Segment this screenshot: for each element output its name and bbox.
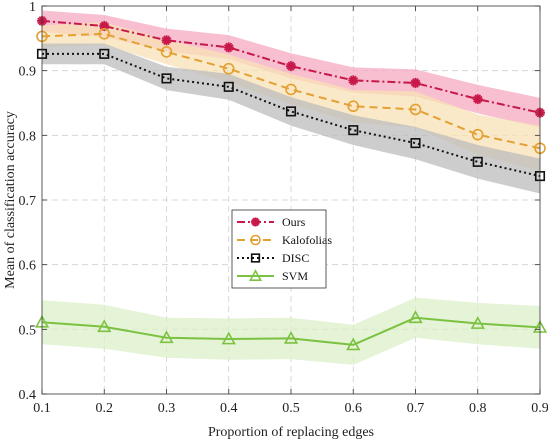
- point-svm: [221, 331, 236, 345]
- y-axis-ticks: 0.4 0.5 0.6 0.7 0.8 0.9 1: [19, 0, 540, 403]
- point-svm: [346, 337, 361, 351]
- x-tick-label: 0.5: [282, 401, 300, 416]
- legend: Ours Kalofolias DISC SVM: [231, 209, 332, 289]
- y-axis-label: Mean of classification accuracy: [3, 111, 18, 289]
- legend-label-svm: SVM: [282, 269, 308, 283]
- x-tick-label: 0.9: [531, 401, 548, 416]
- x-tick-label: 0.3: [158, 401, 176, 416]
- x-axis-ticks: 0.1 0.2 0.3 0.4 0.5 0.6 0.7 0.8 0.9: [33, 6, 548, 416]
- legend-label-ours: Ours: [282, 215, 306, 229]
- series-lines: [41, 19, 541, 346]
- point-svm: [159, 330, 174, 344]
- legend-marker-kalofolias: [250, 234, 261, 246]
- y-tick-label: 0.6: [19, 259, 37, 274]
- line-kalofolias: [41, 32, 541, 150]
- point-disc: [348, 125, 359, 136]
- point-disc: [161, 73, 172, 84]
- point-svm: [97, 319, 112, 333]
- point-kalofolias: [471, 128, 484, 141]
- point-disc: [223, 81, 234, 92]
- point-disc: [410, 138, 421, 149]
- y-tick-label: 1: [29, 0, 36, 15]
- x-tick-label: 0.8: [469, 401, 487, 416]
- legend-label-kalofolias: Kalofolias: [282, 233, 332, 247]
- y-tick-label: 0.8: [19, 129, 37, 144]
- point-ours: [348, 75, 359, 86]
- point-kalofolias: [222, 62, 235, 75]
- point-ours: [223, 42, 234, 53]
- point-kalofolias: [285, 83, 297, 96]
- legend-marker-disc: [250, 253, 261, 263]
- legend-marker-ours: [251, 217, 260, 227]
- y-tick-label: 0.7: [19, 194, 37, 209]
- y-tick-label: 0.4: [19, 388, 37, 403]
- legend-item-disc: DISC: [237, 251, 309, 265]
- x-tick-label: 0.4: [220, 401, 238, 416]
- point-disc: [472, 156, 483, 167]
- legend-label-disc: DISC: [282, 251, 309, 265]
- x-tick-label: 0.1: [33, 401, 51, 416]
- point-ours: [472, 94, 483, 105]
- line-ours: [41, 19, 541, 114]
- point-ours: [286, 61, 296, 72]
- point-kalofolias: [160, 46, 173, 58]
- legend-item-ours: Ours: [237, 215, 306, 229]
- point-svm: [470, 316, 485, 329]
- point-ours: [410, 77, 421, 88]
- point-disc: [285, 106, 297, 117]
- point-svm: [283, 330, 299, 344]
- x-tick-label: 0.6: [345, 401, 363, 416]
- point-kalofolias: [409, 103, 422, 116]
- band-disc: [42, 43, 540, 194]
- legend-item-svm: SVM: [237, 269, 308, 283]
- line-svm: [41, 316, 541, 346]
- point-svm: [408, 310, 423, 324]
- x-tick-label: 0.2: [96, 401, 114, 416]
- y-tick-label: 0.9: [19, 65, 37, 80]
- line-disc: [42, 52, 541, 178]
- band-kalofolias: [42, 22, 540, 171]
- y-tick-label: 0.5: [19, 323, 37, 338]
- point-disc: [99, 48, 110, 59]
- x-axis-label: Proportion of replacing edges: [208, 425, 374, 440]
- point-ours: [161, 35, 172, 46]
- legend-marker-svm: [248, 269, 263, 281]
- point-kalofolias: [98, 28, 111, 40]
- point-kalofolias: [347, 100, 360, 113]
- legend-item-kalofolias: Kalofolias: [237, 233, 332, 247]
- x-tick-label: 0.7: [407, 401, 425, 416]
